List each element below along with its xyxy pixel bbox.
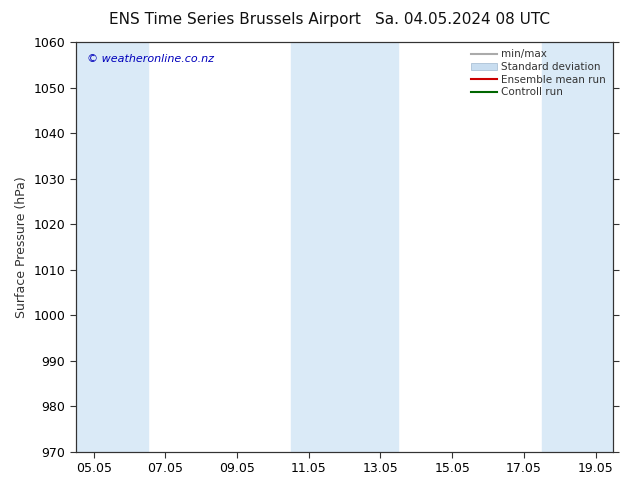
Text: Sa. 04.05.2024 08 UTC: Sa. 04.05.2024 08 UTC: [375, 12, 550, 27]
Legend: min/max, Standard deviation, Ensemble mean run, Controll run: min/max, Standard deviation, Ensemble me…: [469, 47, 608, 99]
Text: ENS Time Series Brussels Airport: ENS Time Series Brussels Airport: [108, 12, 361, 27]
Y-axis label: Surface Pressure (hPa): Surface Pressure (hPa): [15, 176, 28, 318]
Bar: [291, 42, 398, 452]
Bar: [542, 42, 614, 452]
Text: © weatheronline.co.nz: © weatheronline.co.nz: [87, 54, 214, 64]
Bar: [76, 42, 148, 452]
